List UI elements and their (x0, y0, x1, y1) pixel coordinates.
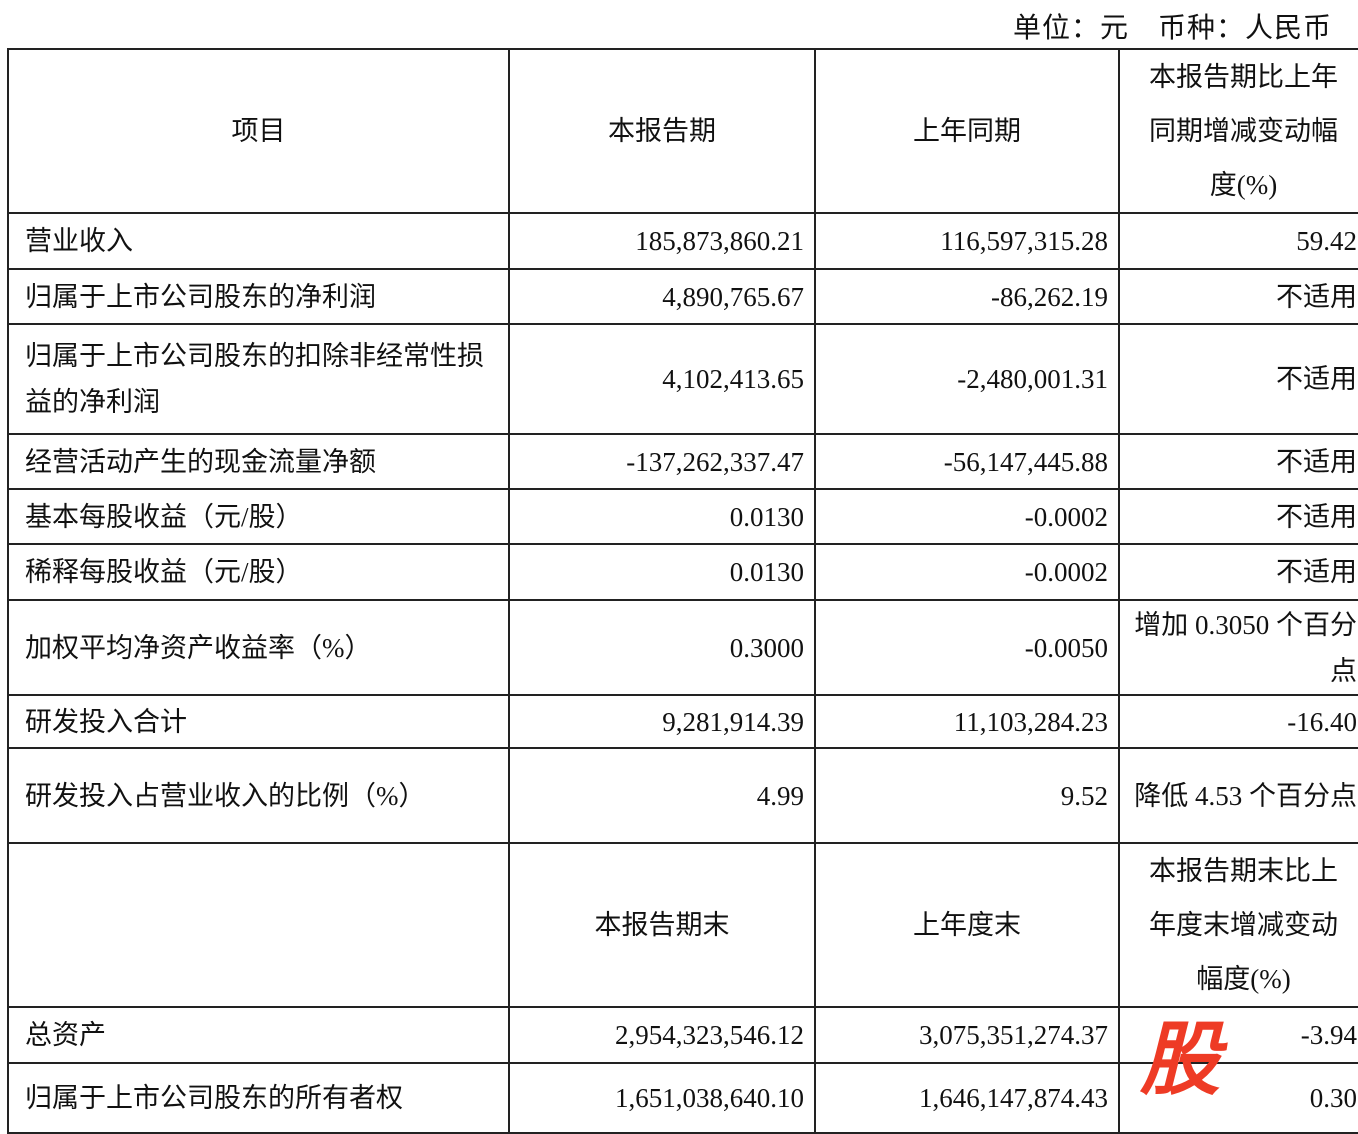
table-cell: 0.0130 (508, 543, 816, 601)
unit-currency-note: 单位：元 币种：人民币 (1012, 13, 1332, 44)
table-cell: -16.40 (1118, 694, 1358, 749)
table-cell: 59.42 (1118, 212, 1358, 270)
table-cell: 加权平均净资产收益率（%） (7, 599, 510, 696)
header-cell: 本报告期 (508, 48, 816, 214)
header-cell: 本报告期末比上年度末增减变动幅度(%) (1118, 842, 1358, 1008)
table-row: 归属于上市公司股东的扣除非经常性损益的净利润 4,102,413.65 -2,480… (7, 323, 1358, 435)
table-cell: -137,262,337.47 (508, 433, 816, 490)
table-cell: 归属于上市公司股东的净利润 (7, 268, 510, 325)
table-cell: -0.0050 (814, 599, 1120, 696)
table-body: 项目 本报告期 上年同期 本报告期比上年同期增减变动幅度(%) 营业收入 185,873,… (7, 48, 1358, 1134)
table-cell: 营业收入 (7, 212, 510, 270)
table-cell: 1,646,147,874.43 (814, 1062, 1120, 1134)
table-row: 基本每股收益（元/股） 0.0130 -0.0002 不适用 (7, 488, 1358, 545)
table-cell: 9.52 (814, 747, 1120, 844)
table-cell: -0.0002 (814, 488, 1120, 545)
table-cell: -86,262.19 (814, 268, 1120, 325)
table-row: 研发投入合计 9,281,914.39 11,103,284.23 -16.40 (7, 694, 1358, 749)
table-cell: 11,103,284.23 (814, 694, 1120, 749)
table-cell: 研发投入占营业收入的比例（%） (7, 747, 510, 844)
table-cell: 4,890,765.67 (508, 268, 816, 325)
table-cell: 3,075,351,274.37 (814, 1006, 1120, 1064)
table-cell: 稀释每股收益（元/股） (7, 543, 510, 601)
table-cell: 185,873,860.21 (508, 212, 816, 270)
table-cell: 116,597,315.28 (814, 212, 1120, 270)
table-cell: 降低 4.53 个百分点 (1118, 747, 1358, 844)
header-cell: 项目 (7, 48, 510, 214)
table-row: 营业收入 185,873,860.21 116,597,315.28 59.42 (7, 212, 1358, 270)
table-row: 稀释每股收益（元/股） 0.0130 -0.0002 不适用 (7, 543, 1358, 601)
table-row: 总资产 2,954,323,546.12 3,075,351,274.37 -3.94 (7, 1006, 1358, 1064)
financial-data-table: 项目 本报告期 上年同期 本报告期比上年同期增减变动幅度(%) 营业收入 185,873,… (7, 48, 1358, 1134)
table-cell: -56,147,445.88 (814, 433, 1120, 490)
table-cell: 4.99 (508, 747, 816, 844)
table-cell: -3.94 (1118, 1006, 1358, 1064)
table-cell: 研发投入合计 (7, 694, 510, 749)
table-cell: 0.3000 (508, 599, 816, 696)
header-cell (7, 842, 510, 1008)
table-cell: -2,480,001.31 (814, 323, 1120, 435)
table-cell: 经营活动产生的现金流量净额 (7, 433, 510, 490)
table-cell: 归属于上市公司股东的扣除非经常性损益的净利润 (7, 323, 510, 435)
table-cell: 基本每股收益（元/股） (7, 488, 510, 545)
table-cell: 归属于上市公司股东的所有者权 (7, 1062, 510, 1134)
table-cell: 9,281,914.39 (508, 694, 816, 749)
table-cell: 1,651,038,640.10 (508, 1062, 816, 1134)
table-row: 加权平均净资产收益率（%） 0.3000 -0.0050 增加 0.3050 个百分点 (7, 599, 1358, 696)
table-cell: 不适用 (1118, 488, 1358, 545)
table-row: 归属于上市公司股东的净利润 4,890,765.67 -86,262.19 不适用 (7, 268, 1358, 325)
header-cell: 本报告期末 (508, 842, 816, 1008)
table-cell: 不适用 (1118, 433, 1358, 490)
header-cell: 本报告期比上年同期增减变动幅度(%) (1118, 48, 1358, 214)
header-cell: 上年度末 (814, 842, 1120, 1008)
table-cell: 4,102,413.65 (508, 323, 816, 435)
table-cell: -0.0002 (814, 543, 1120, 601)
table-cell: 0.0130 (508, 488, 816, 545)
table-row: 经营活动产生的现金流量净额 -137,262,337.47 -56,147,445.… (7, 433, 1358, 490)
table-cell: 增加 0.3050 个百分点 (1118, 599, 1358, 696)
table-cell: 不适用 (1118, 323, 1358, 435)
watermark-logo: 股 (1140, 1013, 1220, 1106)
table-cell: 2,954,323,546.12 (508, 1006, 816, 1064)
header-row: 项目 本报告期 上年同期 本报告期比上年同期增减变动幅度(%) (7, 48, 1358, 214)
table-cell: 总资产 (7, 1006, 510, 1064)
header-cell: 上年同期 (814, 48, 1120, 214)
table-cell: 不适用 (1118, 268, 1358, 325)
table-row: 研发投入占营业收入的比例（%） 4.99 9.52 降低 4.53 个百分点 (7, 747, 1358, 844)
table-cell: 不适用 (1118, 543, 1358, 601)
header-row: 本报告期末 上年度末 本报告期末比上年度末增减变动幅度(%) (7, 842, 1358, 1008)
